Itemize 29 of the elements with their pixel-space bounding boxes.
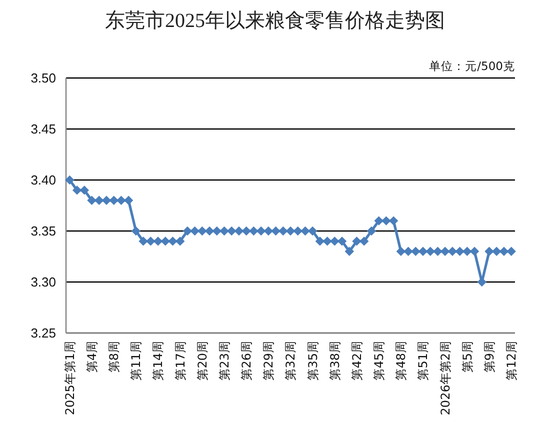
x-tick-label: 第20周 [195, 341, 210, 380]
x-tick-label: 第26周 [240, 341, 254, 380]
y-tick-label: 3.40 [30, 172, 56, 188]
x-tick-label: 第17周 [173, 341, 188, 380]
x-tick-label: 第11周 [129, 341, 144, 380]
x-tick-label: 第45周 [372, 341, 386, 380]
y-tick-label: 3.50 [30, 70, 56, 86]
x-tick-label: 第8周 [107, 341, 122, 373]
x-tick-label: 第4周 [84, 341, 99, 373]
y-tick-label: 3.30 [30, 274, 56, 290]
x-tick-label: 第51周 [416, 341, 430, 380]
x-tick-label: 第14周 [151, 341, 166, 380]
text: 单位：元/500克 [429, 59, 515, 73]
x-tick-label: 第42周 [350, 341, 364, 380]
x-tick-label: 第5周 [460, 341, 474, 373]
x-tick-label: 第29周 [262, 341, 276, 380]
x-tick-label: 2025年第1周 [62, 341, 77, 416]
x-tick-label: 第12周 [504, 341, 519, 380]
x-tick-label: 第32周 [284, 341, 298, 380]
x-tick-label: 2026年第2周 [438, 341, 452, 416]
y-tick-label: 3.45 [30, 122, 56, 136]
y-tick-label: 3.25 [30, 326, 56, 340]
x-tick-label: 第38周 [328, 341, 342, 380]
x-tick-label: 第48周 [394, 341, 408, 380]
chart-title: 东莞市2025年以来粮食零售价格走势图 [105, 10, 445, 32]
y-tick-label: 3.35 [30, 224, 56, 238]
x-tick-label: 第23周 [217, 341, 232, 380]
x-tick-label: 第35周 [306, 341, 320, 380]
x-tick-label: 第9周 [482, 341, 496, 373]
